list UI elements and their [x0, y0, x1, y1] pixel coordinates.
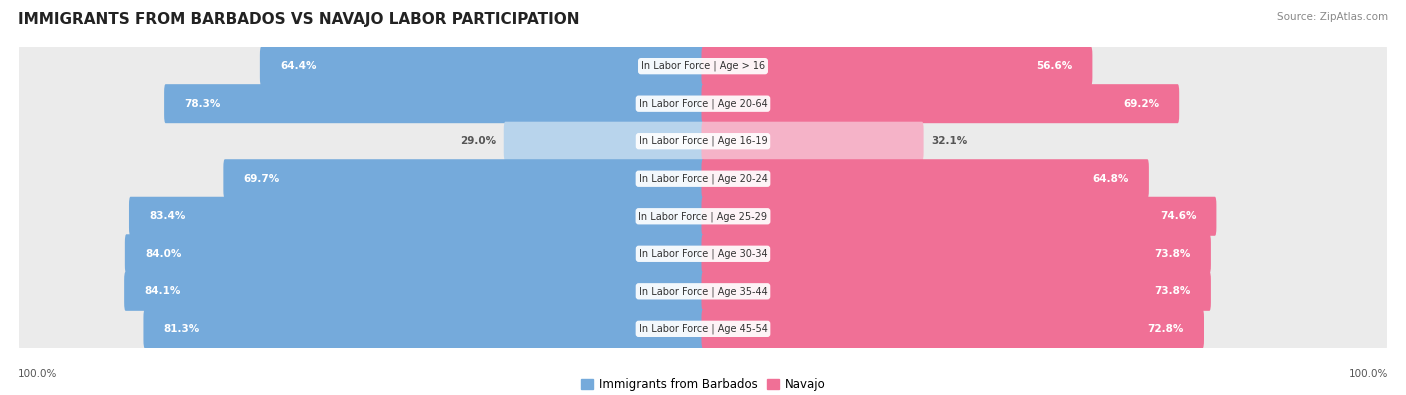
Text: 56.6%: 56.6% — [1036, 61, 1073, 71]
Text: 72.8%: 72.8% — [1147, 324, 1184, 334]
Text: In Labor Force | Age 20-24: In Labor Force | Age 20-24 — [638, 173, 768, 184]
Text: 83.4%: 83.4% — [149, 211, 186, 221]
FancyBboxPatch shape — [20, 78, 1386, 129]
Text: In Labor Force | Age 20-64: In Labor Force | Age 20-64 — [638, 98, 768, 109]
FancyBboxPatch shape — [20, 153, 1386, 204]
FancyBboxPatch shape — [124, 272, 704, 311]
Text: 29.0%: 29.0% — [460, 136, 496, 146]
FancyBboxPatch shape — [20, 116, 1386, 167]
Text: 64.4%: 64.4% — [280, 61, 316, 71]
FancyBboxPatch shape — [702, 47, 1092, 86]
Text: In Labor Force | Age 30-34: In Labor Force | Age 30-34 — [638, 248, 768, 259]
FancyBboxPatch shape — [702, 159, 1149, 198]
Text: 64.8%: 64.8% — [1092, 174, 1129, 184]
FancyBboxPatch shape — [702, 234, 1211, 273]
FancyBboxPatch shape — [165, 84, 704, 123]
Text: 74.6%: 74.6% — [1160, 211, 1197, 221]
FancyBboxPatch shape — [503, 122, 704, 161]
FancyBboxPatch shape — [702, 197, 1216, 236]
FancyBboxPatch shape — [129, 197, 704, 236]
FancyBboxPatch shape — [20, 303, 1386, 354]
FancyBboxPatch shape — [260, 47, 704, 86]
Text: 81.3%: 81.3% — [163, 324, 200, 334]
FancyBboxPatch shape — [702, 309, 1204, 348]
Text: In Labor Force | Age 16-19: In Labor Force | Age 16-19 — [638, 136, 768, 147]
Text: 32.1%: 32.1% — [931, 136, 967, 146]
Text: In Labor Force | Age 45-54: In Labor Force | Age 45-54 — [638, 324, 768, 334]
Legend: Immigrants from Barbados, Navajo: Immigrants from Barbados, Navajo — [576, 373, 830, 395]
Text: 73.8%: 73.8% — [1154, 286, 1191, 296]
Text: 78.3%: 78.3% — [184, 99, 221, 109]
FancyBboxPatch shape — [125, 234, 704, 273]
FancyBboxPatch shape — [20, 266, 1386, 317]
FancyBboxPatch shape — [143, 309, 704, 348]
Text: Source: ZipAtlas.com: Source: ZipAtlas.com — [1277, 12, 1388, 22]
Text: In Labor Force | Age > 16: In Labor Force | Age > 16 — [641, 61, 765, 71]
Text: 73.8%: 73.8% — [1154, 249, 1191, 259]
FancyBboxPatch shape — [702, 122, 924, 161]
Text: 100.0%: 100.0% — [1348, 369, 1388, 379]
Text: IMMIGRANTS FROM BARBADOS VS NAVAJO LABOR PARTICIPATION: IMMIGRANTS FROM BARBADOS VS NAVAJO LABOR… — [18, 12, 579, 27]
Text: 84.0%: 84.0% — [145, 249, 181, 259]
Text: 69.2%: 69.2% — [1123, 99, 1159, 109]
FancyBboxPatch shape — [20, 191, 1386, 242]
FancyBboxPatch shape — [702, 272, 1211, 311]
Text: In Labor Force | Age 25-29: In Labor Force | Age 25-29 — [638, 211, 768, 222]
Text: 100.0%: 100.0% — [18, 369, 58, 379]
Text: 69.7%: 69.7% — [243, 174, 280, 184]
FancyBboxPatch shape — [224, 159, 704, 198]
FancyBboxPatch shape — [20, 228, 1386, 279]
FancyBboxPatch shape — [702, 84, 1180, 123]
FancyBboxPatch shape — [20, 41, 1386, 92]
Text: 84.1%: 84.1% — [145, 286, 180, 296]
Text: In Labor Force | Age 35-44: In Labor Force | Age 35-44 — [638, 286, 768, 297]
